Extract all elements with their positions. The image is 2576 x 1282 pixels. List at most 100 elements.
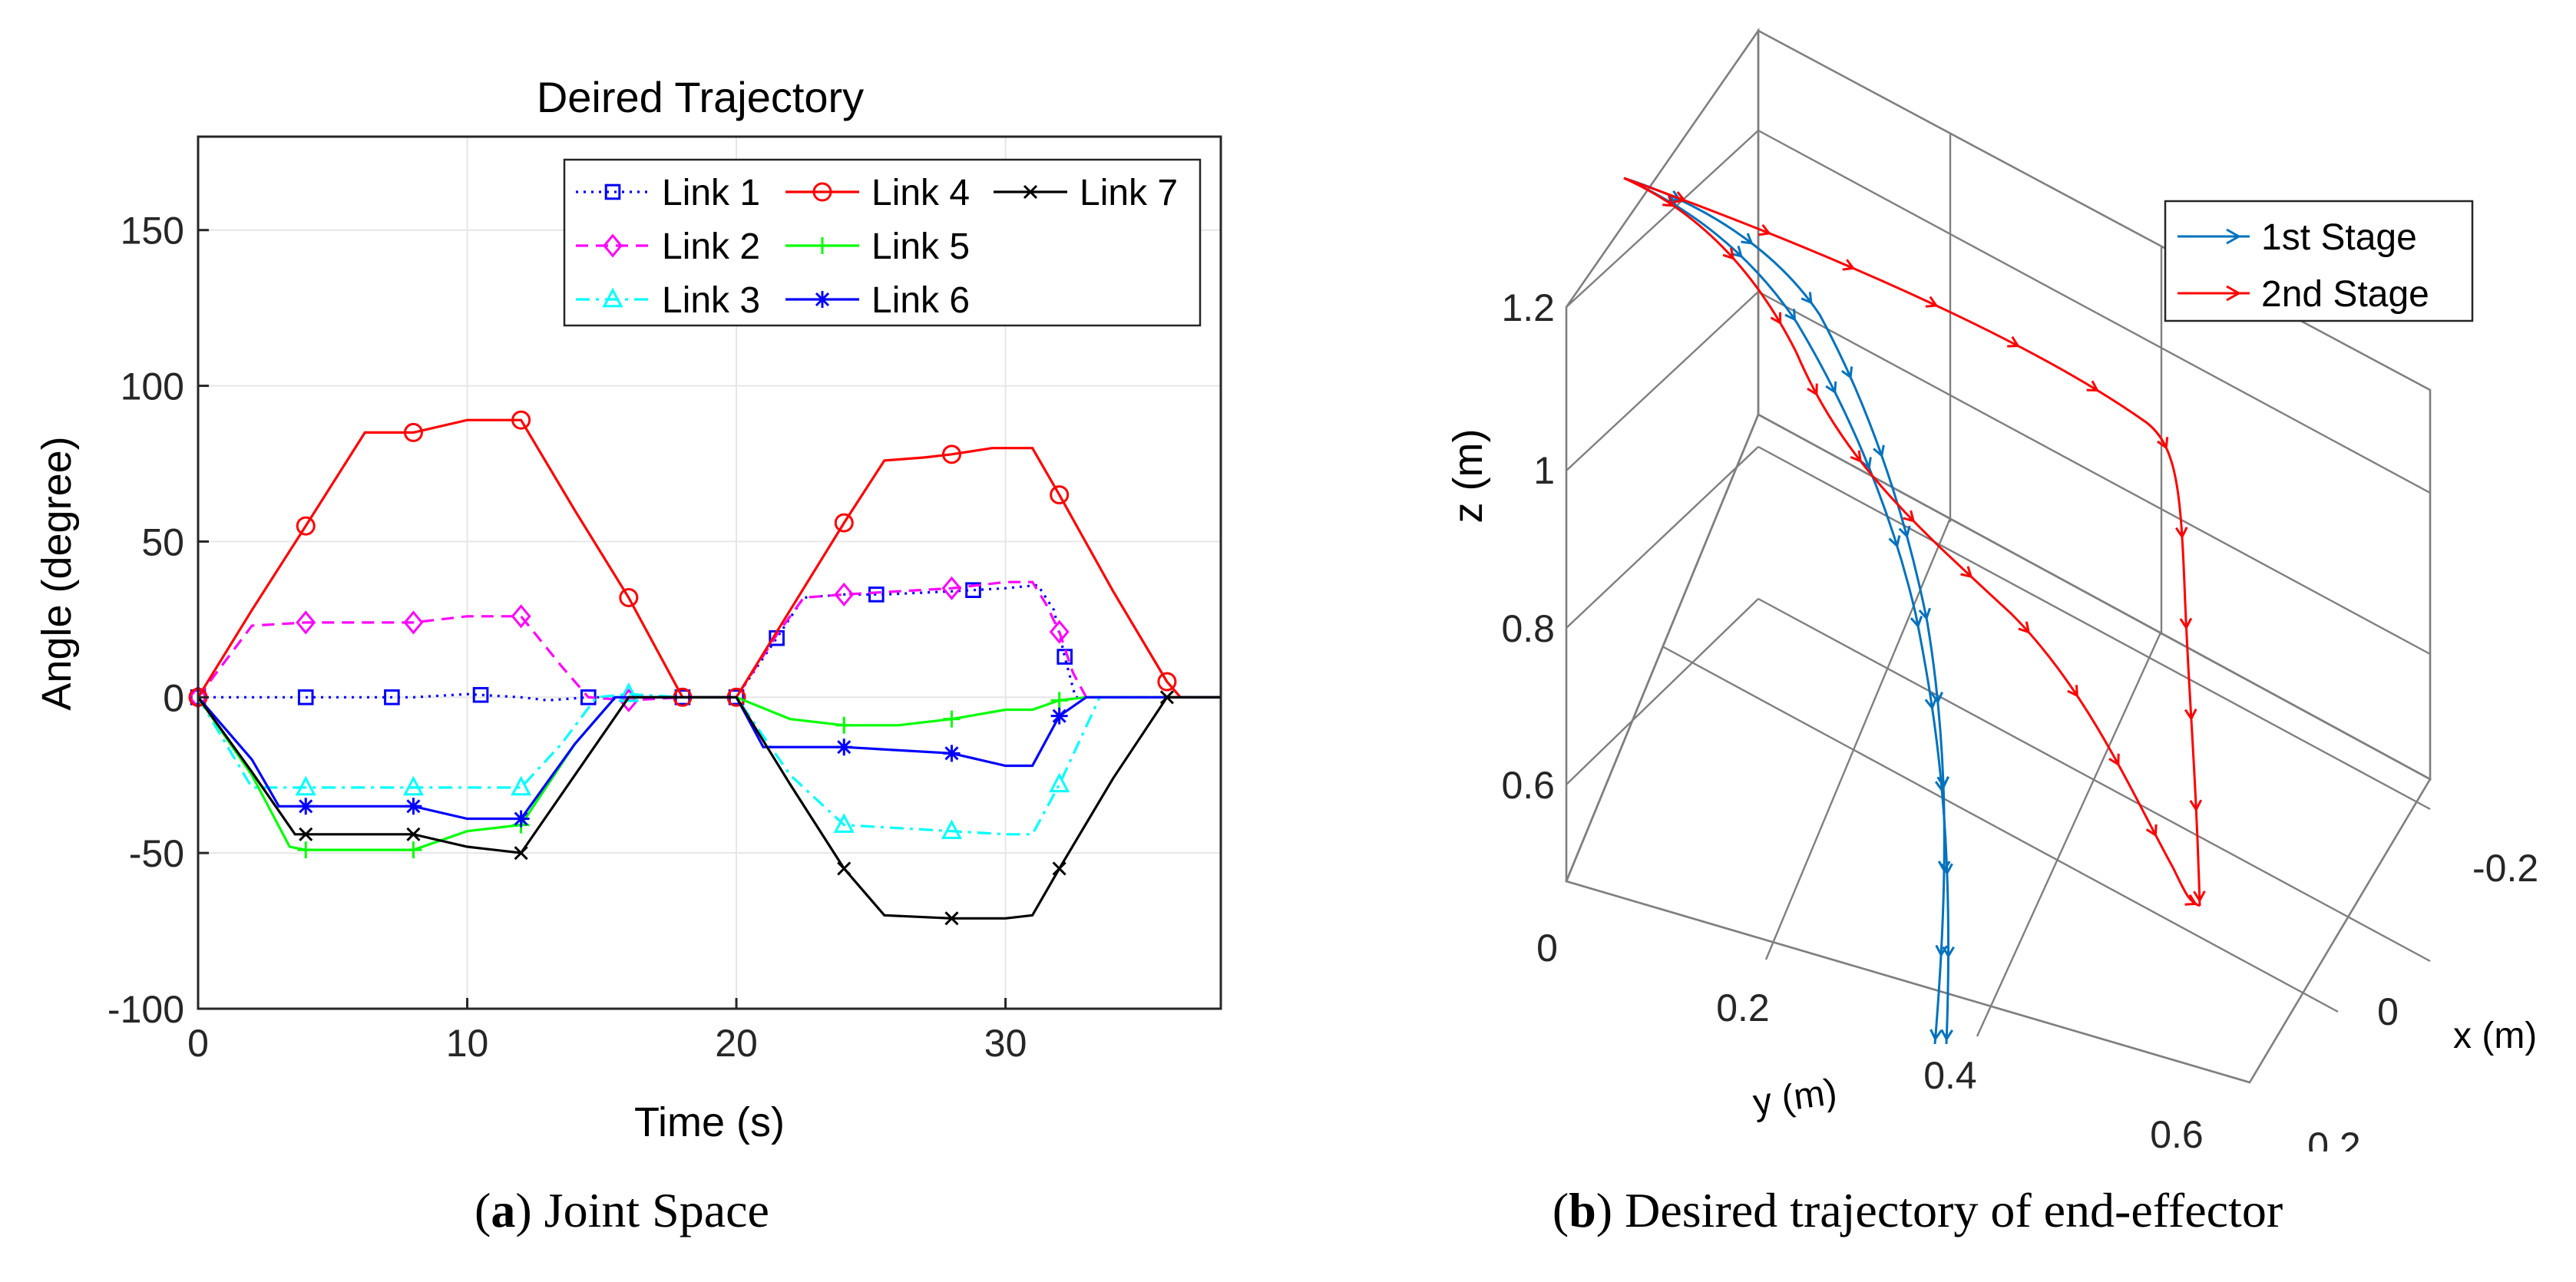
data-point-marker — [941, 819, 962, 840]
direction-arrow — [2179, 617, 2193, 630]
data-point-marker — [406, 827, 421, 841]
data-point-marker — [1057, 649, 1073, 665]
data-point-marker — [384, 689, 400, 705]
data-point-marker — [514, 846, 528, 861]
data-point-marker — [837, 861, 852, 876]
data-point-marker — [1049, 620, 1070, 644]
legend-label: Link 3 — [662, 280, 760, 321]
y-tick-label: 150 — [121, 210, 184, 253]
data-point-marker — [943, 745, 961, 762]
data-point-marker — [812, 182, 832, 202]
z-gridline-back — [1758, 445, 2431, 811]
direction-arrow — [1770, 312, 1782, 325]
y-tick-label: 0.6 — [2150, 1113, 2204, 1151]
legend: Link 1 Link 2 Link 3 Link 4 Link 5 Link 6 Link… — [563, 158, 1202, 327]
series-line — [198, 583, 1221, 702]
z-tick-label: 1 — [1533, 449, 1555, 492]
data-point-marker — [297, 689, 314, 705]
floor-gridline-x — [1758, 413, 2431, 781]
direction-arrow — [1873, 444, 1885, 458]
direction-arrow — [1801, 292, 1813, 305]
direction-arrow — [2189, 799, 2203, 812]
direction-arrow — [1960, 566, 1973, 579]
data-point-marker — [1050, 707, 1068, 725]
direction-arrow — [1730, 245, 1743, 258]
left-wall — [1565, 27, 1760, 882]
direction-arrow — [1930, 692, 1944, 705]
direction-arrow — [2184, 894, 2198, 906]
series-link-2 — [188, 576, 1221, 712]
data-point-marker — [619, 587, 639, 607]
data-point-marker — [297, 841, 315, 859]
z-gridline-left — [1566, 446, 1759, 629]
x-tick-label: -0.2 — [2472, 847, 2538, 890]
y-axis-label: Angle (degree) — [34, 436, 80, 710]
2nd-stage-upper — [1623, 177, 2201, 907]
direction-arrow — [1888, 535, 1901, 548]
x-tick-label: 20 — [715, 1022, 758, 1065]
data-point-marker — [1157, 672, 1177, 692]
data-point-marker — [403, 422, 423, 442]
y-tick-label: 0 — [163, 676, 184, 719]
floor — [1565, 413, 2432, 1084]
series-layer — [188, 410, 1221, 926]
data-point-marker — [833, 813, 855, 833]
legend-entry: Link 3 — [576, 280, 760, 321]
direction-arrow — [1722, 247, 1735, 260]
y-tick-label: -100 — [107, 988, 184, 1031]
x-tick-label: 10 — [446, 1022, 489, 1065]
data-point-marker — [472, 686, 489, 703]
series-link-3 — [197, 682, 1221, 840]
legend-entry: Link 4 — [785, 173, 970, 213]
data-point-marker — [944, 911, 959, 926]
data-point-marker — [943, 710, 961, 728]
series-line — [197, 696, 1221, 920]
y-tick-label: 0.4 — [1923, 1054, 1977, 1097]
direction-arrow — [1898, 525, 1911, 539]
data-point-marker — [868, 586, 885, 603]
data-point-marker — [402, 775, 424, 796]
direction-arrow — [2086, 380, 2100, 392]
x-tick-label: 30 — [984, 1022, 1027, 1065]
x-axis-label-3d: x (m) — [2453, 1016, 2537, 1056]
data-point-marker — [511, 604, 531, 629]
chart-title: Deired Trajectory — [537, 73, 864, 121]
z-gridline-left — [1566, 598, 1759, 785]
direction-arrow — [1807, 383, 1818, 397]
direction-arrow — [2108, 753, 2120, 767]
data-point-marker — [941, 444, 961, 464]
direction-arrow — [1662, 195, 1675, 207]
legend-entry: Link 7 — [994, 173, 1178, 213]
direction-arrow — [1784, 309, 1797, 322]
direction-arrow — [2193, 890, 2206, 904]
data-point-marker — [299, 827, 313, 841]
data-point-marker — [602, 287, 623, 308]
x-tick-label: 0 — [2377, 990, 2399, 1033]
z-gridline-left — [1566, 291, 1759, 471]
series-line — [197, 418, 1221, 699]
direction-arrow — [2007, 335, 2020, 348]
legend-entry-3d: 2nd Stage — [2178, 274, 2429, 315]
data-point-marker — [604, 183, 621, 200]
back-wall — [1757, 28, 2432, 781]
direction-arrow — [1935, 944, 1948, 957]
series-line — [197, 580, 1221, 702]
series-line — [197, 696, 1221, 851]
legend-entry: Link 6 — [785, 280, 970, 321]
legend-entry-3d: 1st Stage — [2178, 217, 2417, 258]
legend-entry: Link 2 — [576, 226, 760, 267]
floor-edge-front — [1566, 880, 2250, 1084]
tick-layer-3d: 1.2 1 0.8 0.6 0 0.2 0.4 0.6 -0.2 0 0.2 — [1501, 286, 2538, 1151]
direction-arrow — [2067, 685, 2078, 698]
floor-gridline-y — [1976, 630, 2163, 1037]
data-point-marker — [814, 237, 831, 254]
caption-a-text: Joint Space — [531, 1183, 769, 1237]
x-tick-label: 0 — [187, 1022, 209, 1065]
legend-label: 1st Stage — [2261, 217, 2417, 258]
legend-label: Link 1 — [662, 173, 760, 213]
z-axis-label: z (m) — [1445, 429, 1491, 524]
direction-arrow — [2184, 709, 2197, 722]
data-point-marker — [1050, 485, 1070, 505]
data-point-marker — [405, 841, 422, 859]
data-point-marker — [511, 775, 532, 796]
